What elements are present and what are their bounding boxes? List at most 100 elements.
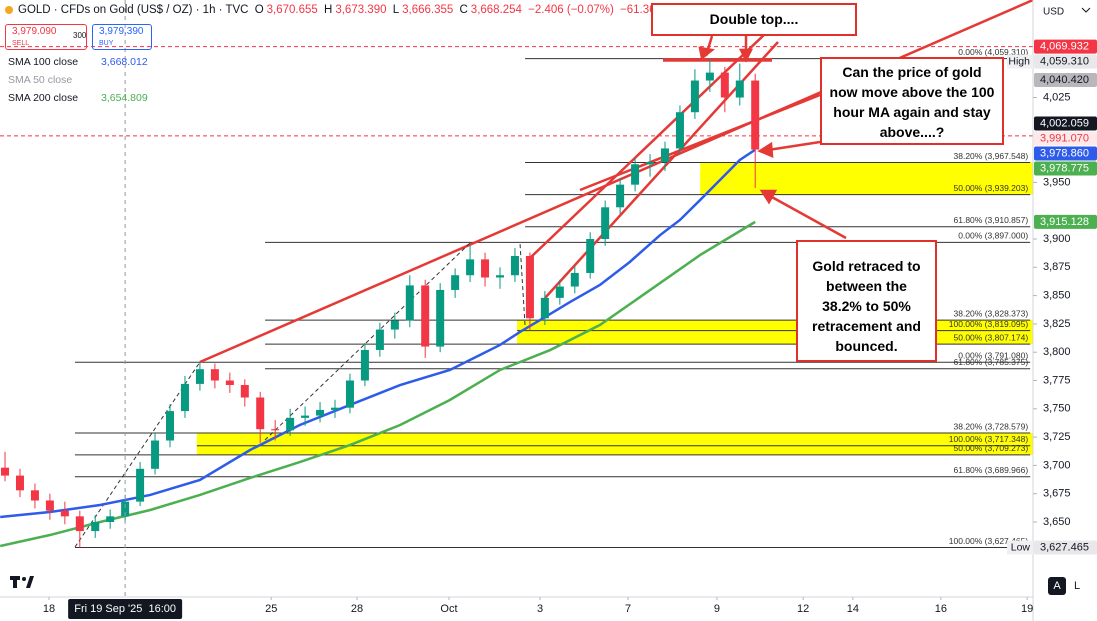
tv-logo bbox=[10, 576, 34, 588]
x-tick-label: 12 bbox=[797, 603, 809, 615]
buy-price: 3,979.390 bbox=[99, 26, 144, 37]
candle-body bbox=[481, 259, 490, 278]
log-scale-button[interactable]: L bbox=[1073, 580, 1081, 592]
fib-label: 0.00% (3,791.080) bbox=[958, 351, 1028, 361]
candle-body bbox=[540, 297, 549, 319]
time-axis-panel bbox=[0, 597, 1097, 621]
x-tick-label: 16 bbox=[935, 603, 947, 615]
y-tick-label: 3,950 bbox=[1043, 176, 1071, 188]
candle-body bbox=[421, 285, 430, 347]
arrow-head bbox=[759, 189, 778, 205]
candle-body bbox=[436, 289, 445, 347]
candle-body bbox=[256, 397, 265, 430]
price-badge bbox=[1034, 73, 1097, 88]
indicator-row[interactable]: SMA 50 close bbox=[8, 74, 72, 86]
fib-label: 61.80% (3,785.375) bbox=[954, 357, 1029, 367]
price-badge-label: 3,978.860 bbox=[1040, 147, 1089, 159]
x-tick-label: 9 bbox=[714, 603, 720, 615]
sma-line bbox=[0, 148, 756, 519]
x-tick-label: 25 bbox=[265, 603, 277, 615]
candle-body bbox=[601, 207, 610, 240]
indicator-name: SMA 50 close bbox=[8, 74, 73, 86]
candle-body bbox=[555, 286, 564, 298]
candle-body bbox=[466, 259, 475, 276]
highlight-zone bbox=[196, 433, 1033, 455]
buy-button[interactable]: 3,979.390 BUY bbox=[92, 24, 152, 50]
candle-body bbox=[151, 440, 160, 469]
price-badge bbox=[1034, 131, 1097, 146]
candle-body bbox=[60, 510, 69, 517]
fib-label: 50.00% (3,709.273) bbox=[954, 443, 1029, 453]
currency-menu[interactable] bbox=[1081, 7, 1091, 13]
crosshair-label-bg bbox=[68, 599, 183, 619]
candle-body bbox=[631, 164, 640, 185]
crosshair-label: Fri 19 Sep '25 16:00 bbox=[74, 603, 176, 615]
fib-label: 61.80% (3,689.966) bbox=[954, 465, 1029, 475]
spread: 300 bbox=[73, 31, 87, 40]
symbol: GOLD · CFDs on Gold (US$ / OZ) · 1h · TV… bbox=[18, 4, 249, 16]
x-tick-label: 14 bbox=[847, 603, 859, 615]
candle-body bbox=[240, 385, 249, 398]
candle-body bbox=[751, 80, 760, 150]
indicator-row[interactable]: SMA 200 close 3,654.809 bbox=[8, 92, 148, 104]
fib-connector bbox=[519, 242, 526, 326]
candle-body bbox=[616, 184, 625, 208]
candle-body bbox=[720, 72, 729, 98]
indicator-row[interactable]: SMA 100 close 3,668.012 bbox=[8, 56, 148, 68]
price-badge-label: 3,991.070 bbox=[1040, 132, 1089, 144]
price-badge-label: 4,040.420 bbox=[1040, 74, 1089, 86]
trendline bbox=[579, 93, 821, 192]
fib-label: 100.00% (3,717.348) bbox=[949, 434, 1029, 444]
candle-body bbox=[570, 272, 579, 287]
price-tag: Low bbox=[1011, 541, 1031, 553]
candle-body bbox=[496, 275, 505, 278]
fib-label: 38.20% (3,728.579) bbox=[954, 421, 1029, 431]
candle-body bbox=[166, 411, 175, 441]
price-badge-label: 4,059.310 bbox=[1040, 56, 1089, 68]
price-badge-label: 3,627.465 bbox=[1040, 541, 1089, 553]
candle-body bbox=[451, 275, 460, 290]
arrows bbox=[698, 35, 847, 240]
x-tick-label: 7 bbox=[625, 603, 631, 615]
y-tick-label: 3,775 bbox=[1043, 374, 1071, 386]
candle-body bbox=[405, 285, 414, 321]
indicator-value: 3,654.809 bbox=[100, 92, 148, 104]
arrow bbox=[769, 194, 847, 240]
ohlc-value: 3,666.355 bbox=[402, 4, 454, 16]
fib-label: 0.00% (4,059.310) bbox=[958, 47, 1028, 57]
candle-body bbox=[106, 516, 115, 523]
sell-button[interactable]: 3,979.090 SELL bbox=[5, 24, 87, 50]
arrow bbox=[767, 140, 821, 152]
indicator-name: SMA 200 close bbox=[8, 92, 79, 104]
price-axis-panel bbox=[1033, 0, 1097, 621]
fib-label: 50.00% (3,807.174) bbox=[954, 332, 1029, 342]
candle-body bbox=[660, 148, 669, 163]
y-tick-label: 3,800 bbox=[1043, 346, 1071, 358]
auto-scale-button[interactable]: A bbox=[1048, 577, 1066, 595]
y-tick-label: 3,850 bbox=[1043, 290, 1071, 302]
candle-body bbox=[735, 80, 744, 98]
fib-label: 100.00% (3,627.465) bbox=[949, 536, 1029, 546]
candle-body bbox=[121, 501, 130, 517]
y-tick-label: 3,825 bbox=[1043, 318, 1071, 330]
fib-label: 50.00% (3,939.203) bbox=[954, 183, 1029, 193]
change: −2.406 (−0.07%) bbox=[528, 4, 614, 16]
ohlc-tag: O bbox=[254, 4, 264, 16]
candle-body bbox=[15, 475, 24, 491]
price-badge bbox=[1034, 54, 1097, 69]
candle-body bbox=[301, 415, 310, 418]
price-badge bbox=[1034, 39, 1097, 54]
ohlc-tag: L bbox=[392, 4, 400, 16]
ohlc-value: 3,673.390 bbox=[335, 4, 387, 16]
fib-label: 38.20% (3,828.373) bbox=[954, 308, 1029, 318]
candle-body bbox=[75, 516, 84, 532]
indicator-name: SMA 100 close bbox=[8, 56, 79, 68]
y-tick-label: 3,725 bbox=[1043, 431, 1071, 443]
annotation-box: Gold retraced to between the 38.2% to 50… bbox=[796, 240, 937, 362]
candle-body bbox=[271, 429, 280, 431]
annotation-box: Double top.... bbox=[651, 3, 857, 36]
sell-price: 3,979.090 bbox=[12, 26, 57, 37]
candle-body bbox=[180, 383, 189, 412]
candle-body bbox=[675, 112, 684, 149]
